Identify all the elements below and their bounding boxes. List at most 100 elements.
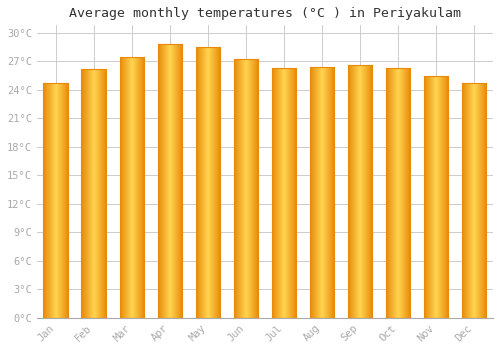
Bar — [431, 76, 432, 318]
Bar — [473, 83, 474, 318]
Bar — [178, 44, 180, 318]
Bar — [403, 68, 404, 318]
Bar — [95, 69, 96, 318]
Bar — [279, 68, 280, 318]
Bar — [242, 60, 243, 318]
Bar — [180, 44, 181, 318]
Bar — [475, 83, 476, 318]
Bar — [44, 83, 45, 318]
Bar — [56, 83, 57, 318]
Bar — [310, 67, 334, 318]
Bar — [287, 68, 288, 318]
Bar — [334, 67, 335, 318]
Bar — [204, 47, 205, 318]
Bar — [248, 60, 249, 318]
Bar — [87, 69, 88, 318]
Bar — [462, 83, 464, 318]
Bar — [351, 65, 352, 318]
Bar — [214, 47, 216, 318]
Bar — [85, 69, 86, 318]
Bar — [465, 83, 466, 318]
Bar — [214, 47, 215, 318]
Bar — [82, 69, 83, 318]
Bar — [252, 60, 254, 318]
Bar — [387, 68, 388, 318]
Bar — [324, 67, 326, 318]
Bar — [397, 68, 398, 318]
Bar — [249, 60, 250, 318]
Bar — [169, 44, 170, 318]
Bar — [399, 68, 400, 318]
Bar — [464, 83, 466, 318]
Bar — [394, 68, 396, 318]
Bar — [165, 44, 166, 318]
Bar — [284, 68, 285, 318]
Bar — [126, 57, 127, 318]
Bar — [443, 76, 444, 318]
Bar — [441, 76, 442, 318]
Bar — [280, 68, 281, 318]
Bar — [274, 68, 275, 318]
Bar — [238, 60, 239, 318]
Bar — [276, 68, 277, 318]
Bar — [164, 44, 165, 318]
Bar — [196, 47, 197, 318]
Bar — [54, 83, 55, 318]
Bar — [330, 67, 331, 318]
Bar — [55, 83, 56, 318]
Bar — [138, 57, 139, 318]
Bar — [212, 47, 213, 318]
Bar — [400, 68, 401, 318]
Title: Average monthly temperatures (°C ) in Periyakulam: Average monthly temperatures (°C ) in Pe… — [69, 7, 461, 20]
Bar — [176, 44, 177, 318]
Bar — [432, 76, 433, 318]
Bar — [257, 60, 258, 318]
Bar — [89, 69, 90, 318]
Bar — [462, 83, 486, 318]
Bar — [316, 67, 317, 318]
Bar — [63, 83, 64, 318]
Bar — [430, 76, 432, 318]
Bar — [246, 60, 247, 318]
Bar — [389, 68, 390, 318]
Bar — [278, 68, 279, 318]
Bar — [407, 68, 408, 318]
Bar — [133, 57, 134, 318]
Bar — [320, 67, 322, 318]
Bar — [409, 68, 410, 318]
Bar — [140, 57, 141, 318]
Bar — [181, 44, 182, 318]
Bar — [349, 65, 350, 318]
Bar — [258, 60, 259, 318]
Bar — [90, 69, 91, 318]
Bar — [82, 69, 106, 318]
Bar — [333, 67, 334, 318]
Bar — [139, 57, 140, 318]
Bar — [368, 65, 369, 318]
Bar — [444, 76, 445, 318]
Bar — [182, 44, 183, 318]
Bar — [179, 44, 180, 318]
Bar — [348, 65, 372, 318]
Bar — [132, 57, 133, 318]
Bar — [424, 76, 425, 318]
Bar — [46, 83, 47, 318]
Bar — [129, 57, 130, 318]
Bar — [57, 83, 58, 318]
Bar — [429, 76, 430, 318]
Bar — [120, 57, 144, 318]
Bar — [51, 83, 52, 318]
Bar — [350, 65, 351, 318]
Bar — [354, 65, 355, 318]
Bar — [438, 76, 439, 318]
Bar — [290, 68, 292, 318]
Bar — [392, 68, 394, 318]
Bar — [371, 65, 372, 318]
Bar — [130, 57, 131, 318]
Bar — [401, 68, 402, 318]
Bar — [209, 47, 210, 318]
Bar — [410, 68, 411, 318]
Bar — [435, 76, 436, 318]
Bar — [328, 67, 329, 318]
Bar — [61, 83, 62, 318]
